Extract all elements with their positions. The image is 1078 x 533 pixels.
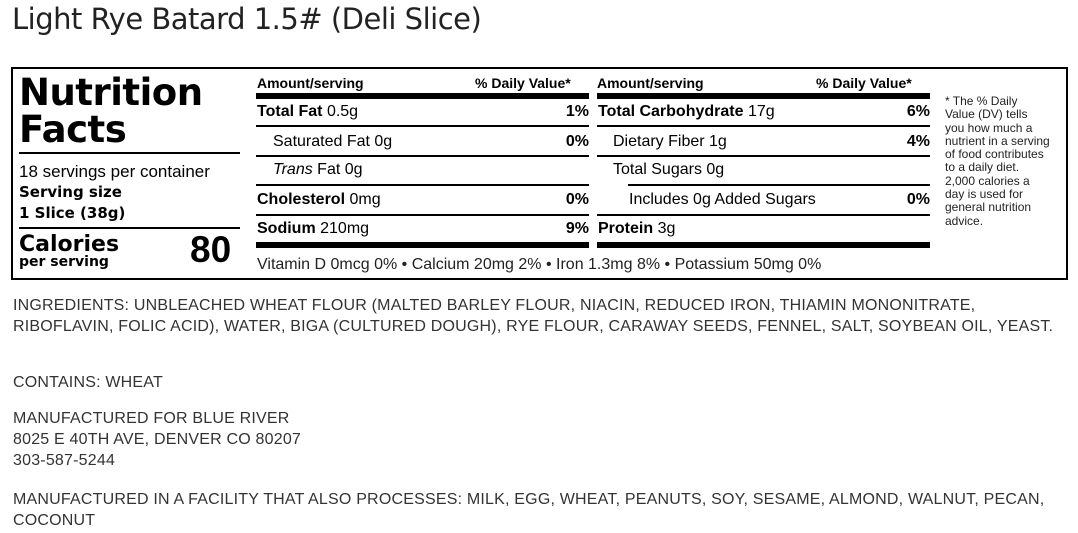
amount-header: Amount/serving bbox=[597, 75, 704, 91]
nutrient-row-total-fat: Total Fat 0.5g 1% bbox=[257, 103, 589, 120]
servings-per-container: 18 servings per container bbox=[19, 162, 210, 181]
nutrient-row-cholesterol: Cholesterol 0mg 0% bbox=[257, 191, 589, 208]
calories-sub: per serving bbox=[19, 254, 109, 270]
divider bbox=[19, 152, 240, 154]
allergen-facility: MANUFACTURED IN A FACILITY THAT ALSO PRO… bbox=[13, 491, 1045, 529]
nutrient-row-total-carbohydrate: Total Carbohydrate 17g 6% bbox=[598, 103, 930, 120]
divider bbox=[19, 227, 240, 229]
manufacturer-address: 8025 E 40TH AVE, DENVER CO 80207 bbox=[13, 431, 302, 448]
amount-header: Amount/serving bbox=[257, 75, 364, 91]
facts-heading: Facts bbox=[19, 108, 127, 151]
nutrient-row-sodium: Sodium 210mg 9% bbox=[257, 220, 589, 237]
serving-size-value: 1 Slice (38g) bbox=[19, 204, 126, 222]
manufacturer-name: MANUFACTURED FOR BLUE RIVER bbox=[13, 410, 290, 427]
nutrition-heading: Nutrition bbox=[19, 71, 203, 114]
serving-size-label: Serving size bbox=[19, 183, 122, 201]
nutrient-row-protein: Protein 3g bbox=[598, 220, 676, 237]
contains: CONTAINS: WHEAT bbox=[13, 374, 163, 391]
thick-divider bbox=[256, 242, 589, 248]
product-title: Light Rye Batard 1.5# (Deli Slice) bbox=[12, 2, 482, 36]
thick-divider bbox=[256, 93, 589, 99]
nutrition-facts-label bbox=[11, 67, 1068, 280]
calories-value: 80 bbox=[190, 229, 232, 270]
calories-label: Calories bbox=[19, 232, 120, 257]
nutrient-row-added-sugars: Includes 0g Added Sugars 0% bbox=[629, 191, 930, 208]
nutrient-row-trans-fat: Trans Fat 0g bbox=[273, 161, 363, 178]
nutrient-row-dietary-fiber: Dietary Fiber 1g 4% bbox=[613, 133, 930, 150]
dv-header: % Daily Value* bbox=[816, 75, 912, 91]
daily-value-footnote: * The % Daily Value (DV) tells you how m… bbox=[945, 94, 1050, 228]
ingredients: INGREDIENTS: UNBLEACHED WHEAT FLOUR (MAL… bbox=[13, 297, 1054, 335]
nutrient-row-saturated-fat: Saturated Fat 0g 0% bbox=[273, 133, 589, 150]
dv-header: % Daily Value* bbox=[475, 75, 571, 91]
nutrient-row-total-sugars: Total Sugars 0g bbox=[613, 161, 725, 178]
vitamins-minerals: Vitamin D 0mcg 0% • Calcium 20mg 2% • Ir… bbox=[257, 256, 822, 273]
manufacturer-phone: 303-587-5244 bbox=[13, 452, 116, 469]
